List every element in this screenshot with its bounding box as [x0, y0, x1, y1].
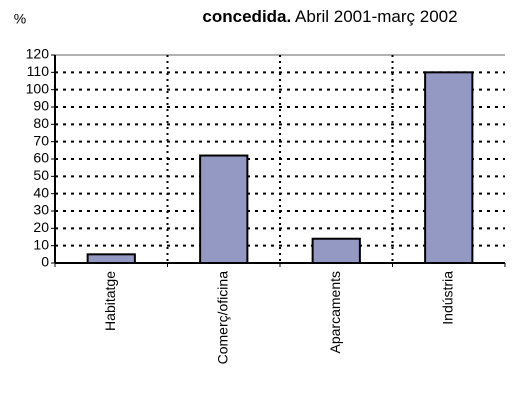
x-tick-label: Comerç/oficina	[214, 271, 230, 365]
chart-title: concedida. Abril 2001-març 2002	[202, 7, 457, 26]
bar	[199, 154, 249, 265]
bar	[424, 71, 474, 265]
y-tick-label: 70	[33, 132, 49, 148]
x-tick-label: Aparcaments	[327, 271, 343, 353]
y-tick-label: 100	[26, 80, 50, 96]
x-tick-label: Indústria	[439, 271, 455, 325]
y-tick-label: 30	[33, 202, 49, 218]
y-tick-label: 40	[33, 184, 49, 200]
y-axis-label: %	[14, 11, 26, 27]
bar	[86, 253, 136, 264]
chart-title-rest: Abril 2001-març 2002	[295, 7, 458, 26]
y-tick-label: 90	[33, 98, 49, 114]
y-tick-label: 80	[33, 115, 49, 131]
y-tick-label: 120	[26, 46, 50, 62]
y-tick-label: 20	[33, 219, 49, 235]
bar	[311, 237, 361, 265]
y-tick-label: 50	[33, 167, 49, 183]
x-tick-label: Habitatge	[102, 271, 118, 331]
y-tick-label: 110	[27, 63, 50, 79]
chart-title-bold: concedida.	[202, 7, 291, 26]
y-tick-label: 60	[33, 150, 49, 166]
y-tick-label: 0	[41, 254, 49, 270]
y-tick-label: 10	[33, 236, 49, 252]
